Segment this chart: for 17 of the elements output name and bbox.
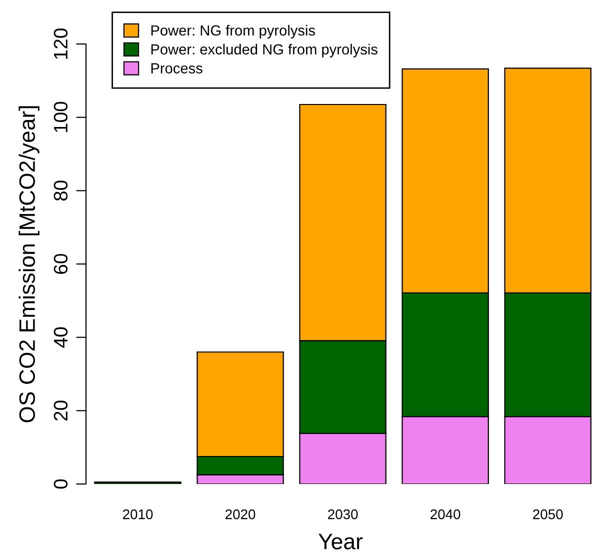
x-tick-label: 2040 bbox=[430, 509, 460, 520]
x-tick-label: 2050 bbox=[533, 509, 563, 520]
y-tick-label: 80 bbox=[54, 180, 68, 201]
legend-label: Power: NG from pyrolysis bbox=[151, 24, 315, 39]
legend-label: Power: excluded NG from pyrolysis bbox=[151, 44, 378, 58]
x-axis-title: Year bbox=[318, 534, 363, 550]
y-tick-label: 20 bbox=[54, 400, 68, 420]
x-tick-label: 2010 bbox=[123, 509, 153, 520]
y-tick-label: 40 bbox=[54, 327, 68, 348]
y-tick-label: 0 bbox=[54, 479, 68, 489]
x-tick-label: 2020 bbox=[226, 509, 256, 520]
y-tick-label: 60 bbox=[54, 254, 68, 274]
y-axis-title: OS CO2 Emission [MtCO2/year] bbox=[18, 106, 40, 422]
x-tick-label: 2030 bbox=[328, 509, 358, 520]
legend-label: Process bbox=[151, 63, 202, 74]
y-tick-label: 120 bbox=[54, 28, 68, 59]
y-tick-label: 100 bbox=[54, 102, 68, 132]
